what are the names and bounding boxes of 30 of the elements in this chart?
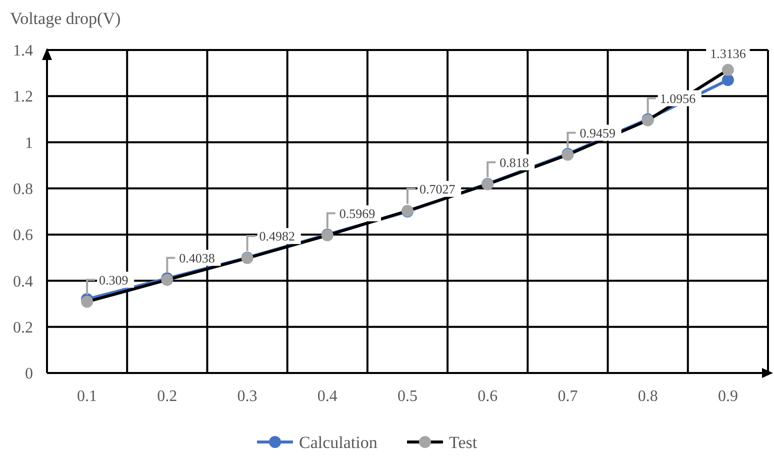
x-tick-label: 0.1	[77, 388, 98, 405]
y-tick-label: 1.4	[13, 42, 33, 60]
y-axis-title: Voltage drop(V)	[10, 9, 121, 28]
data-label: 0.9459	[580, 125, 616, 140]
x-tick-label: 0.5	[398, 388, 418, 405]
y-tick-label: 1.2	[13, 88, 33, 106]
x-tick-label: 0.4	[317, 388, 338, 405]
x-tick-label: 0.8	[638, 388, 658, 405]
data-label: 0.309	[99, 272, 128, 288]
y-tick-label: 0.8	[13, 181, 33, 198]
data-label: 0.7027	[420, 181, 456, 196]
x-tick-label: 0.6	[478, 388, 498, 405]
y-tick-label: 1	[25, 134, 33, 152]
data-label: 1.3136	[710, 46, 746, 61]
y-tick-label: 0.2	[13, 319, 33, 336]
point	[722, 74, 734, 86]
x-tick-label: 0.9	[718, 388, 738, 405]
data-label: 0.5969	[339, 206, 376, 221]
legend-label: Calculation	[299, 432, 378, 452]
y-tick-label: 0	[25, 366, 33, 383]
legend-label: Test	[449, 432, 478, 452]
data-label: 0.818	[500, 154, 529, 170]
y-tick-label: 0.4	[13, 273, 33, 290]
x-tick-label: 0.2	[157, 388, 178, 405]
data-label: 1.0956	[660, 90, 696, 106]
x-tick-label: 0.3	[237, 388, 258, 405]
data-label: 0.4038	[179, 250, 215, 266]
x-tick-label: 0.7	[558, 388, 578, 405]
y-tick-label: 0.6	[13, 227, 33, 244]
data-label: 0.4982	[259, 228, 296, 244]
